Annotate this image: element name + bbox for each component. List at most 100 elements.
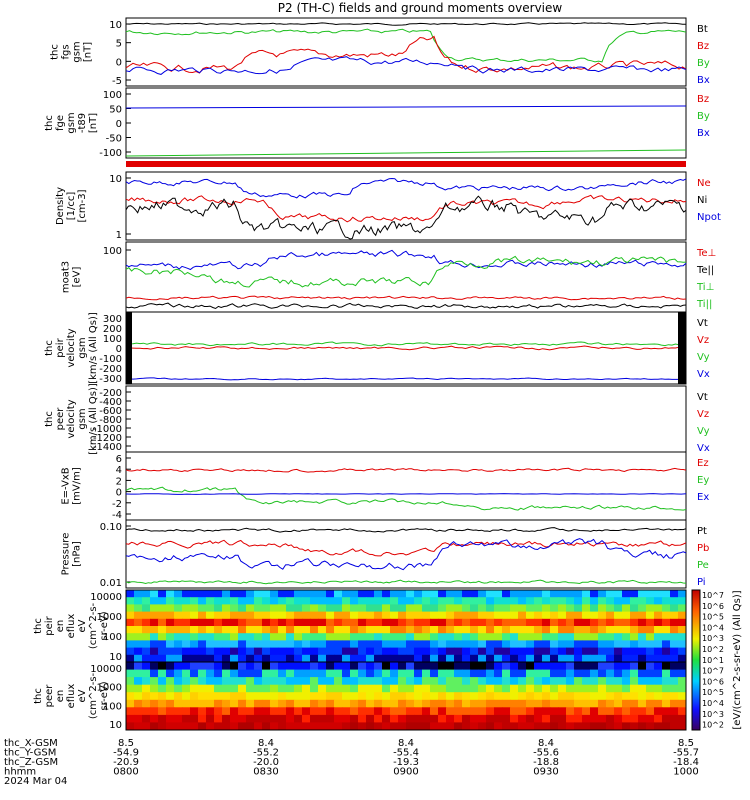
legend-Pb: Pb: [697, 543, 709, 554]
panel-frame-efield: [125, 451, 687, 521]
legend-Ne: Ne: [697, 178, 711, 189]
ytick-label: -5: [112, 76, 122, 87]
ytick-label: 10: [109, 652, 122, 663]
series-Bz: [125, 35, 687, 74]
ytick-label: -200: [99, 364, 122, 375]
ytick-label: 10000: [90, 664, 122, 675]
series-Bt: [125, 22, 687, 26]
ylabel-line: peir: [55, 337, 66, 357]
xaxis-value: -19.3: [393, 757, 419, 768]
panel-frame-fgs: [125, 17, 687, 87]
xaxis-value: -55.2: [253, 748, 279, 759]
colorbar-tick: 10^2: [702, 721, 724, 730]
legend-Bx: Bx: [697, 128, 710, 139]
ylabel-line: eV: [77, 619, 88, 632]
ylabel-line: Density: [55, 187, 66, 225]
ylabel-line: gsm: [77, 337, 88, 358]
ylabel-line: sr-eV): [99, 611, 110, 640]
xaxis-value: 0830: [253, 767, 278, 778]
ylabel-line: en: [55, 690, 66, 703]
legend-Ez: Ez: [697, 458, 709, 469]
colorbar-tick: 10^5: [702, 613, 724, 622]
ylabel-line: [cm-3]: [77, 189, 88, 222]
series-Vy: [125, 341, 687, 347]
xaxis-value: 8.4: [398, 738, 414, 749]
xaxis-value: 0800: [113, 767, 138, 778]
xaxis-value: 0930: [533, 767, 558, 778]
ytick-label: -600: [99, 406, 122, 417]
series-Ey: [125, 486, 687, 511]
ylabel-line: [eV]: [72, 267, 83, 288]
ylabel-line: [nT]: [88, 113, 99, 133]
series-Vz: [125, 345, 687, 351]
vi-right-block: [678, 312, 686, 384]
series-Pe: [125, 579, 687, 585]
ytick-label: -800: [99, 415, 122, 426]
ytick-label: 2: [116, 476, 122, 487]
legend-Ni: Ni: [697, 195, 707, 206]
legend-Ex: Ex: [697, 492, 709, 503]
colorbar-tick: 10^4: [702, 623, 724, 632]
xaxis-value: 0900: [393, 767, 418, 778]
panel-frame-fge: [125, 87, 687, 159]
ylabel-fge: thc fge gsm -t89 [nT]: [44, 112, 99, 133]
series-By: [125, 28, 687, 63]
ylabel-line: [mV/m]: [72, 467, 83, 505]
colorbar-tick: 10^1: [702, 656, 724, 665]
panel-frame-ve: [125, 385, 687, 453]
legend-Vx: Vx: [697, 443, 710, 454]
ylabel-line: thc: [44, 115, 55, 131]
ylabel-line: gsm: [77, 408, 88, 429]
ylabel-line: (cm^2-s-: [88, 672, 99, 719]
ylabel-vi: thc peir velocity gsm [km/s (All Qs)]: [44, 312, 99, 384]
ytick-label: 4: [116, 465, 122, 476]
plot-title: P2 (TH-C) fields and ground moments over…: [278, 1, 563, 15]
ytick-label: 100: [103, 246, 122, 257]
panel-frame-density: [125, 171, 687, 241]
xaxis-value: -55.6: [533, 748, 559, 759]
electron-spectrogram-frame: [125, 661, 687, 731]
ylabel-ve: thc peer velocity gsm [km/s (All Qs)]: [44, 383, 99, 455]
colorbar-label-text: [eV/(cm^2-s-sr-eV) (All Qs)]: [732, 590, 743, 729]
legend-Ti||: Ti||: [696, 299, 712, 310]
series-Ti-par: [125, 295, 687, 301]
ylabel-line: thc: [33, 618, 44, 634]
xaxis-value: 8.5: [118, 738, 134, 749]
xaxis-value: -18.4: [673, 757, 699, 768]
ytick-label: 300: [103, 314, 122, 325]
ytick-label: 0: [116, 488, 122, 499]
xaxis-value: -55.4: [393, 748, 419, 759]
xaxis-row-label: thc_Y-GSM: [4, 748, 56, 759]
ion-spectrogram: [126, 590, 687, 663]
xaxis-value: 8.4: [258, 738, 274, 749]
ylabel-line: thc: [44, 411, 55, 427]
xaxis-value: 8.5: [678, 738, 694, 749]
legend-Vy: Vy: [697, 352, 710, 363]
series-Vx: [125, 377, 686, 381]
ylabel-line: peir: [44, 615, 55, 635]
ytick-label: -2: [112, 499, 122, 510]
ylabel-line: fge: [55, 115, 66, 131]
ytick-label: -1000: [93, 424, 122, 435]
ylabel-line: E=-VxB: [61, 467, 72, 504]
ylabel-line: [1/cc]: [66, 192, 77, 221]
red-bar: [126, 161, 686, 167]
ylabel-line: peer: [55, 407, 66, 431]
ylabel-line: thc: [50, 44, 61, 60]
legend-Bt: Bt: [697, 24, 708, 35]
series-Ne: [125, 194, 687, 223]
ytick-label: 10000: [90, 592, 122, 603]
legend-Te⊥: Te⊥: [696, 248, 716, 259]
legend-Ey: Ey: [697, 475, 709, 486]
ylabel-line: [nPa]: [72, 541, 83, 567]
colorbar-tick: 10^4: [702, 699, 724, 708]
ytick-label: 0: [116, 119, 122, 130]
ytick-label: -100: [99, 354, 122, 365]
ytick-label: 0.10: [100, 522, 122, 533]
ytick-label: 100: [103, 632, 122, 643]
legend-By: By: [697, 111, 710, 122]
series-fge-By: [125, 149, 687, 157]
xaxis-date: 2024 Mar 04: [4, 776, 67, 787]
ytick-label: -400: [99, 397, 122, 408]
